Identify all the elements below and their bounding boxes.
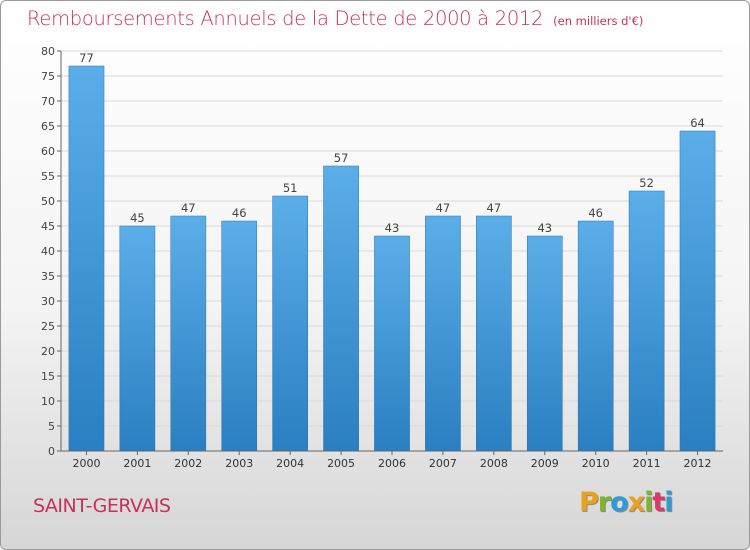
y-tick-label-25: 25 bbox=[41, 320, 55, 333]
bar-2005 bbox=[323, 165, 359, 452]
y-tick-label-5: 5 bbox=[48, 420, 55, 433]
logo-letter-4: i bbox=[644, 487, 653, 518]
x-tick-label-2009: 2009 bbox=[531, 457, 559, 470]
bar-2002 bbox=[170, 215, 207, 452]
proxiti-logo: Proxiti bbox=[579, 487, 674, 518]
y-tick-label-55: 55 bbox=[41, 170, 55, 183]
axes bbox=[57, 50, 723, 455]
value-label-2010: 46 bbox=[588, 206, 603, 220]
y-tick-label-80: 80 bbox=[41, 45, 55, 58]
logo-letter-1: r bbox=[597, 487, 611, 518]
y-tick-label-15: 15 bbox=[41, 370, 55, 383]
value-label-2009: 43 bbox=[537, 221, 552, 235]
y-tick-label-30: 30 bbox=[41, 295, 55, 308]
value-label-2003: 46 bbox=[232, 206, 247, 220]
chart-title: Remboursements Annuels de la Dette de 20… bbox=[27, 7, 643, 30]
chart-unit-label: (en milliers d'€) bbox=[553, 14, 644, 28]
value-label-2007: 47 bbox=[436, 201, 451, 215]
y-tick-label-10: 10 bbox=[41, 395, 55, 408]
bar-2000 bbox=[68, 65, 105, 452]
x-tick-label-2004: 2004 bbox=[276, 457, 304, 470]
x-tick-label-2001: 2001 bbox=[123, 457, 151, 470]
y-tick-label-65: 65 bbox=[41, 120, 55, 133]
x-tick-label-2012: 2012 bbox=[684, 457, 712, 470]
value-label-2012: 64 bbox=[690, 116, 705, 130]
logo-letter-2: o bbox=[610, 487, 629, 518]
value-label-2001: 45 bbox=[130, 211, 145, 225]
value-label-2006: 43 bbox=[385, 221, 400, 235]
value-label-2004: 51 bbox=[283, 181, 298, 195]
bar-2006 bbox=[374, 235, 410, 452]
y-tick-label-0: 0 bbox=[48, 445, 55, 458]
logo-letter-6: i bbox=[664, 487, 673, 518]
chart-title-text: Remboursements Annuels de la Dette de 20… bbox=[27, 7, 544, 30]
y-tick-label-45: 45 bbox=[41, 220, 55, 233]
value-labels: 77 45 47 46 51 57 43 47 47 43 46 52 64 bbox=[79, 51, 705, 235]
logo-letter-0: P bbox=[579, 487, 599, 518]
bar-2011 bbox=[628, 190, 665, 452]
bar-2010 bbox=[577, 220, 614, 452]
bar-2012 bbox=[679, 130, 716, 452]
x-tick-label-2007: 2007 bbox=[429, 457, 457, 470]
bar-2009 bbox=[526, 235, 563, 452]
x-tick-label-2005: 2005 bbox=[327, 457, 355, 470]
value-label-2011: 52 bbox=[639, 176, 654, 190]
x-tick-label-2008: 2008 bbox=[480, 457, 508, 470]
bar-2007 bbox=[425, 215, 461, 452]
bar-2008 bbox=[476, 215, 512, 452]
bar-2004 bbox=[272, 195, 308, 452]
y-tick-label-35: 35 bbox=[41, 270, 55, 283]
y-tick-label-50: 50 bbox=[41, 195, 55, 208]
x-tick-label-2006: 2006 bbox=[378, 457, 406, 470]
x-tick-label-2000: 2000 bbox=[72, 457, 100, 470]
logo-letter-5: t bbox=[652, 487, 665, 518]
x-tick-label-2003: 2003 bbox=[225, 457, 253, 470]
city-name: SAINT-GERVAIS bbox=[33, 495, 171, 517]
logo-letter-3: x bbox=[627, 487, 645, 518]
x-tick-label-2002: 2002 bbox=[174, 457, 202, 470]
y-tick-labels: 0 5 10 15 20 25 30 35 40 45 50 55 60 65 70 75 80 bbox=[41, 45, 55, 458]
value-label-2000: 77 bbox=[79, 51, 94, 65]
bar-2003 bbox=[221, 220, 258, 452]
y-tick-label-20: 20 bbox=[41, 345, 55, 358]
x-tick-label-2011: 2011 bbox=[633, 457, 661, 470]
y-tick-label-75: 75 bbox=[41, 70, 55, 83]
bar-2001 bbox=[119, 225, 156, 452]
value-label-2008: 47 bbox=[487, 201, 502, 215]
bars-group bbox=[68, 65, 716, 452]
value-label-2005: 57 bbox=[334, 151, 349, 165]
x-tick-labels: 2000 2001 2002 2003 2004 2005 2006 2007 2008 2009… bbox=[72, 457, 711, 470]
x-tick-label-2010: 2010 bbox=[582, 457, 610, 470]
y-tick-label-60: 60 bbox=[41, 145, 55, 158]
value-label-2002: 47 bbox=[181, 201, 196, 215]
y-tick-label-40: 40 bbox=[41, 245, 55, 258]
y-tick-label-70: 70 bbox=[41, 95, 55, 108]
